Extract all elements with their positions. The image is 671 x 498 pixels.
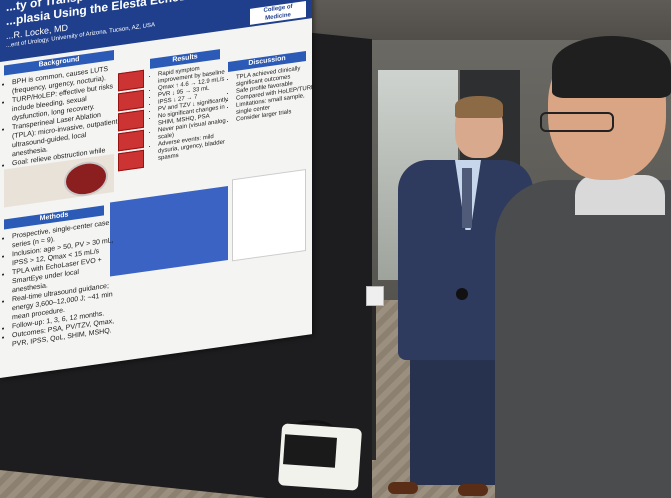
foreground-hair	[552, 36, 671, 98]
ultrasound-image	[118, 89, 144, 112]
poster-header: ...ty of Transperineal Laser Ablation fo…	[0, 0, 312, 62]
foreground-suit	[495, 180, 671, 498]
poster-stand-pole	[372, 290, 376, 460]
research-poster: ...ty of Transperineal Laser Ablation fo…	[0, 0, 312, 379]
prostate-image	[64, 158, 108, 200]
ultrasound-image	[118, 69, 144, 92]
presenter-shoe	[388, 482, 418, 494]
results-table	[110, 185, 228, 277]
presenter-hair	[455, 96, 503, 118]
presenter-shoe	[458, 484, 488, 496]
ultrasound-image	[118, 109, 144, 132]
ultrasound-image	[118, 149, 144, 172]
results-list: Rapid symptom improvement by baseline Qm…	[148, 61, 232, 164]
methods-list: Prospective, single-center case series (…	[2, 218, 116, 351]
presenter-tie	[462, 168, 472, 228]
watch-icon	[456, 288, 468, 300]
ultrasound-image	[118, 129, 144, 152]
device-screen	[283, 434, 337, 468]
outcome-graphs	[232, 168, 306, 262]
glasses-icon	[540, 112, 614, 132]
presenter-trousers	[410, 350, 505, 485]
college-logo: College of Medicine	[250, 0, 306, 25]
foreground-collar	[575, 175, 665, 215]
paper-cup	[366, 286, 384, 306]
discussion-list: TPLA achieved clinically significant out…	[226, 64, 312, 126]
